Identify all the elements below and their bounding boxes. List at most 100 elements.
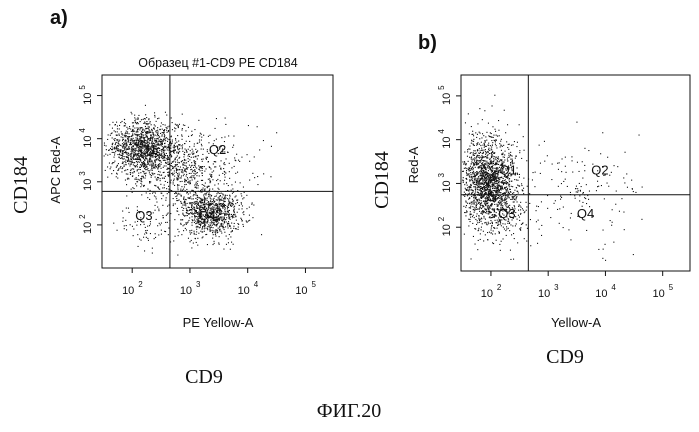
- event-point: [495, 196, 496, 197]
- event-point: [136, 177, 137, 178]
- event-point: [183, 162, 184, 163]
- event-point: [195, 198, 196, 199]
- event-point: [138, 118, 139, 119]
- event-point: [168, 131, 169, 132]
- event-point: [508, 155, 509, 156]
- event-point: [129, 149, 130, 150]
- event-point: [156, 198, 157, 199]
- event-point: [470, 166, 471, 167]
- event-point: [217, 218, 218, 219]
- event-point: [482, 214, 483, 215]
- event-point: [188, 220, 189, 221]
- y-tick-label: 10: [441, 224, 453, 236]
- event-point: [503, 145, 504, 146]
- event-point: [161, 157, 162, 158]
- event-point: [116, 146, 117, 147]
- event-point: [194, 212, 195, 213]
- event-point: [522, 190, 523, 191]
- event-point: [178, 141, 179, 142]
- event-point: [473, 182, 474, 183]
- event-point: [131, 136, 132, 137]
- event-point: [526, 224, 527, 225]
- event-point: [523, 136, 524, 137]
- event-point: [163, 160, 164, 161]
- event-point: [470, 172, 471, 173]
- event-point: [201, 173, 202, 174]
- event-point: [179, 173, 180, 174]
- event-point: [474, 174, 475, 175]
- event-point: [495, 192, 496, 193]
- event-point: [182, 219, 183, 220]
- event-point: [632, 189, 633, 190]
- event-point: [485, 167, 486, 168]
- event-point: [237, 202, 238, 203]
- event-point: [501, 203, 502, 204]
- event-point: [494, 180, 495, 181]
- event-point: [144, 122, 145, 123]
- event-point: [485, 222, 486, 223]
- event-point: [123, 142, 124, 143]
- event-point: [136, 159, 137, 160]
- x-tick-exponent: 3: [554, 283, 559, 292]
- event-point: [165, 160, 166, 161]
- event-point: [473, 153, 474, 154]
- event-point: [511, 181, 512, 182]
- event-point: [484, 188, 485, 189]
- event-point: [187, 203, 188, 204]
- event-point: [481, 221, 482, 222]
- event-point: [198, 205, 199, 206]
- event-point: [197, 201, 198, 202]
- event-point: [249, 207, 250, 208]
- event-point: [129, 146, 130, 147]
- event-point: [504, 154, 505, 155]
- event-point: [486, 132, 487, 133]
- event-point: [487, 157, 488, 158]
- event-point: [172, 140, 173, 141]
- event-point: [136, 147, 137, 148]
- event-point: [472, 172, 473, 173]
- event-point: [243, 211, 244, 212]
- event-point: [156, 219, 157, 220]
- event-point: [165, 155, 166, 156]
- event-point: [145, 123, 146, 124]
- event-point: [505, 132, 506, 133]
- event-point: [476, 224, 477, 225]
- event-point: [223, 213, 224, 214]
- event-point: [199, 142, 200, 143]
- event-point: [477, 149, 478, 150]
- event-point: [192, 225, 193, 226]
- event-point: [478, 173, 479, 174]
- event-point: [178, 149, 179, 150]
- event-point: [124, 144, 125, 145]
- event-point: [235, 182, 236, 183]
- panel-b: b) CD184 Red-A Yellow-A CD9 102103104105…: [371, 32, 690, 368]
- event-point: [499, 202, 500, 203]
- event-point: [489, 150, 490, 151]
- event-point: [175, 124, 176, 125]
- y-tick-exponent: 5: [437, 85, 446, 90]
- event-point: [168, 144, 169, 145]
- event-point: [214, 224, 215, 225]
- event-point: [480, 133, 481, 134]
- event-point: [471, 126, 472, 127]
- event-point: [177, 162, 178, 163]
- event-point: [488, 148, 489, 149]
- event-point: [165, 125, 166, 126]
- event-point: [472, 159, 473, 160]
- event-point: [476, 205, 477, 206]
- event-point: [498, 120, 499, 121]
- event-point: [492, 145, 493, 146]
- event-point: [510, 199, 511, 200]
- event-point: [509, 144, 510, 145]
- event-point: [468, 113, 469, 114]
- event-point: [187, 177, 188, 178]
- event-point: [586, 230, 587, 231]
- event-point: [494, 197, 495, 198]
- event-point: [167, 206, 168, 207]
- event-point: [225, 195, 226, 196]
- event-point: [232, 217, 233, 218]
- event-point: [149, 130, 150, 131]
- event-point: [150, 139, 151, 140]
- event-point: [165, 222, 166, 223]
- event-point: [130, 224, 131, 225]
